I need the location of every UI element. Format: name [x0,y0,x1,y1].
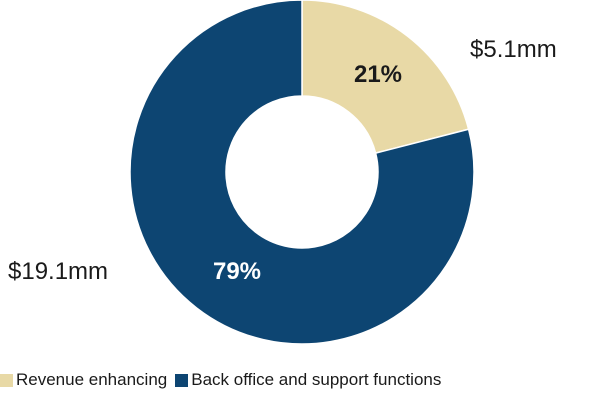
legend-swatch-revenue-enhancing [0,373,13,387]
amount-label-revenue-enhancing: $5.1mm [470,36,557,63]
slice-label-revenue-enhancing: 21% [354,61,402,88]
slice-back-office [129,0,475,345]
donut-slices [129,0,475,345]
legend-item-back-office: Back office and support functions [175,370,441,390]
legend-swatch-back-office [175,373,189,387]
legend-label-revenue-enhancing: Revenue enhancing [16,370,168,389]
amount-label-back-office: $19.1mm [8,258,109,285]
legend: Revenue enhancing Back office and suppor… [0,370,449,390]
legend-item-revenue-enhancing: Revenue enhancing [0,370,167,390]
slice-label-back-office: 79% [213,258,261,285]
slice-revenue-enhancing [301,0,470,155]
legend-label-back-office: Back office and support functions [191,370,442,389]
